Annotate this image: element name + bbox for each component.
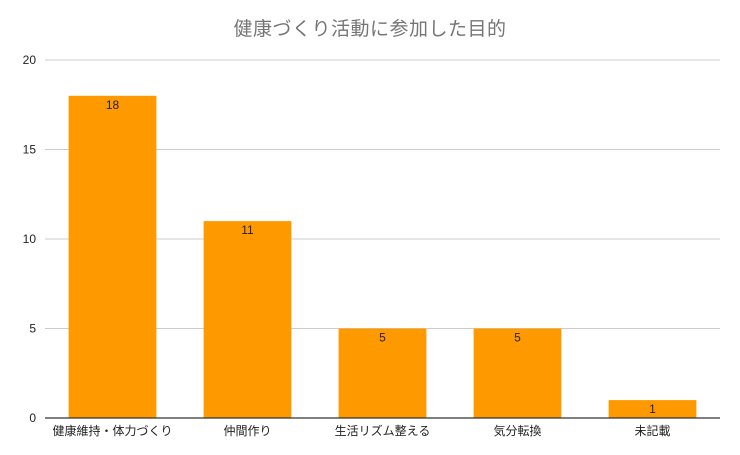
x-tick-label: 健康維持・体力づくり	[52, 423, 172, 438]
bar	[68, 95, 157, 419]
x-tick-label: 生活リズム整える	[335, 423, 431, 438]
x-tick-label: 気分転換	[493, 423, 541, 438]
y-tick-label: 20	[23, 53, 37, 67]
x-tick-label: 仲間作り	[223, 424, 271, 438]
bar	[203, 221, 292, 418]
data-label: 5	[514, 331, 521, 345]
y-tick-label: 0	[29, 411, 36, 425]
data-label: 1	[649, 402, 656, 416]
y-tick-label: 15	[23, 143, 37, 157]
y-tick-label: 5	[29, 322, 36, 336]
bar	[338, 328, 427, 418]
bar	[608, 400, 697, 418]
x-tick-label: 未記載	[634, 423, 670, 438]
bars	[68, 95, 697, 419]
data-label: 18	[106, 98, 120, 112]
data-label: 5	[379, 331, 386, 345]
data-label: 11	[241, 223, 254, 237]
y-tick-label: 10	[23, 232, 37, 246]
bar	[473, 328, 562, 418]
chart-title: 健康づくり活動に参加した目的	[233, 18, 507, 40]
labels: 0 5 10 15 20 18 健康維持・体力づくり 11 仲間作り 5 生活リズム整える 5 気分転換…	[23, 53, 671, 438]
